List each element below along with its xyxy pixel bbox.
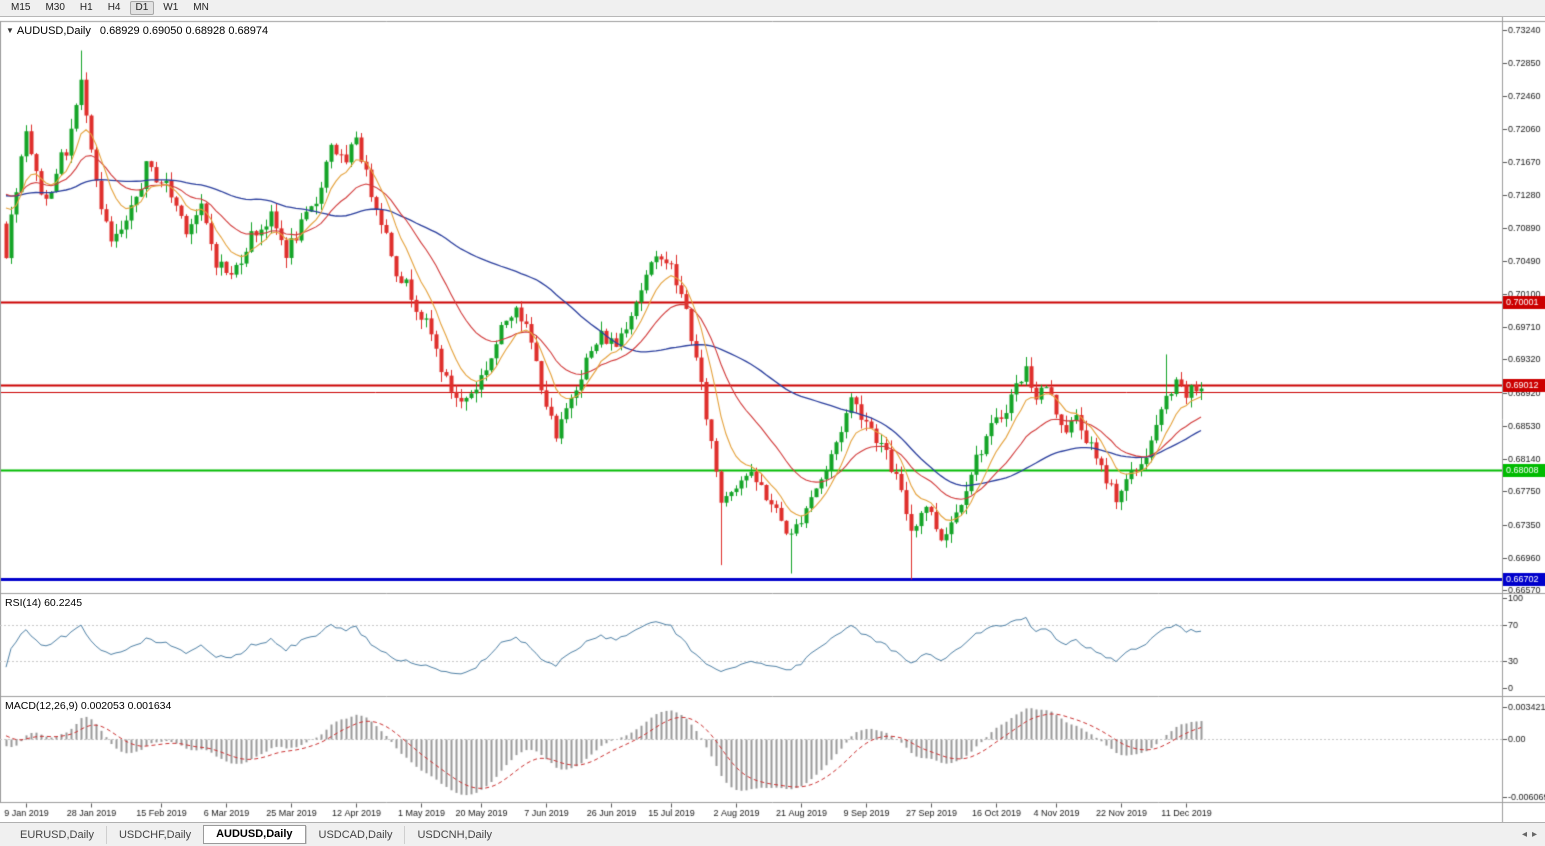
tab-audusd-daily[interactable]: AUDUSD,Daily bbox=[203, 825, 306, 844]
chart-symbol-label: AUDUSD,Daily bbox=[16, 25, 91, 37]
chart-tab-bar: EURUSD,Daily USDCHF,Daily AUDUSD,Daily U… bbox=[0, 822, 1545, 846]
tab-usdchf-daily[interactable]: USDCHF,Daily bbox=[105, 825, 203, 844]
timeframe-h4-button[interactable]: H4 bbox=[102, 1, 127, 15]
timeframe-m15-button[interactable]: M15 bbox=[5, 1, 36, 15]
timeframe-m30-button[interactable]: M30 bbox=[39, 1, 70, 15]
price-chart-canvas[interactable] bbox=[0, 17, 1545, 822]
tab-scroll-right-icon[interactable]: ▸ bbox=[1531, 829, 1537, 840]
tab-eurusd-daily[interactable]: EURUSD,Daily bbox=[20, 828, 94, 841]
rsi-indicator-label: RSI(14) 60.2245 bbox=[5, 597, 83, 609]
timeframe-d1-button[interactable]: D1 bbox=[129, 1, 155, 15]
timeframe-toolbar: M15 M30 H1 H4 D1 W1 MN bbox=[0, 0, 1545, 17]
timeframe-h1-button[interactable]: H1 bbox=[74, 1, 99, 15]
tab-usdcnh-daily[interactable]: USDCNH,Daily bbox=[404, 825, 504, 844]
chart-ohlc-values: 0.68929 0.69050 0.68928 0.68974 bbox=[99, 25, 269, 37]
collapse-chart-icon[interactable]: ▼ bbox=[6, 26, 14, 35]
tab-scroll-controls: ◂ ▸ bbox=[1522, 829, 1537, 840]
macd-indicator-label: MACD(12,26,9) 0.002053 0.001634 bbox=[5, 700, 172, 712]
timeframe-mn-button[interactable]: MN bbox=[187, 1, 215, 15]
timeframe-w1-button[interactable]: W1 bbox=[157, 1, 184, 15]
tab-scroll-left-icon[interactable]: ◂ bbox=[1521, 829, 1527, 840]
tab-usdcad-daily[interactable]: USDCAD,Daily bbox=[305, 825, 405, 844]
chart-title: ▼ AUDUSD,Daily 0.68929 0.69050 0.68928 0.6… bbox=[6, 25, 268, 37]
